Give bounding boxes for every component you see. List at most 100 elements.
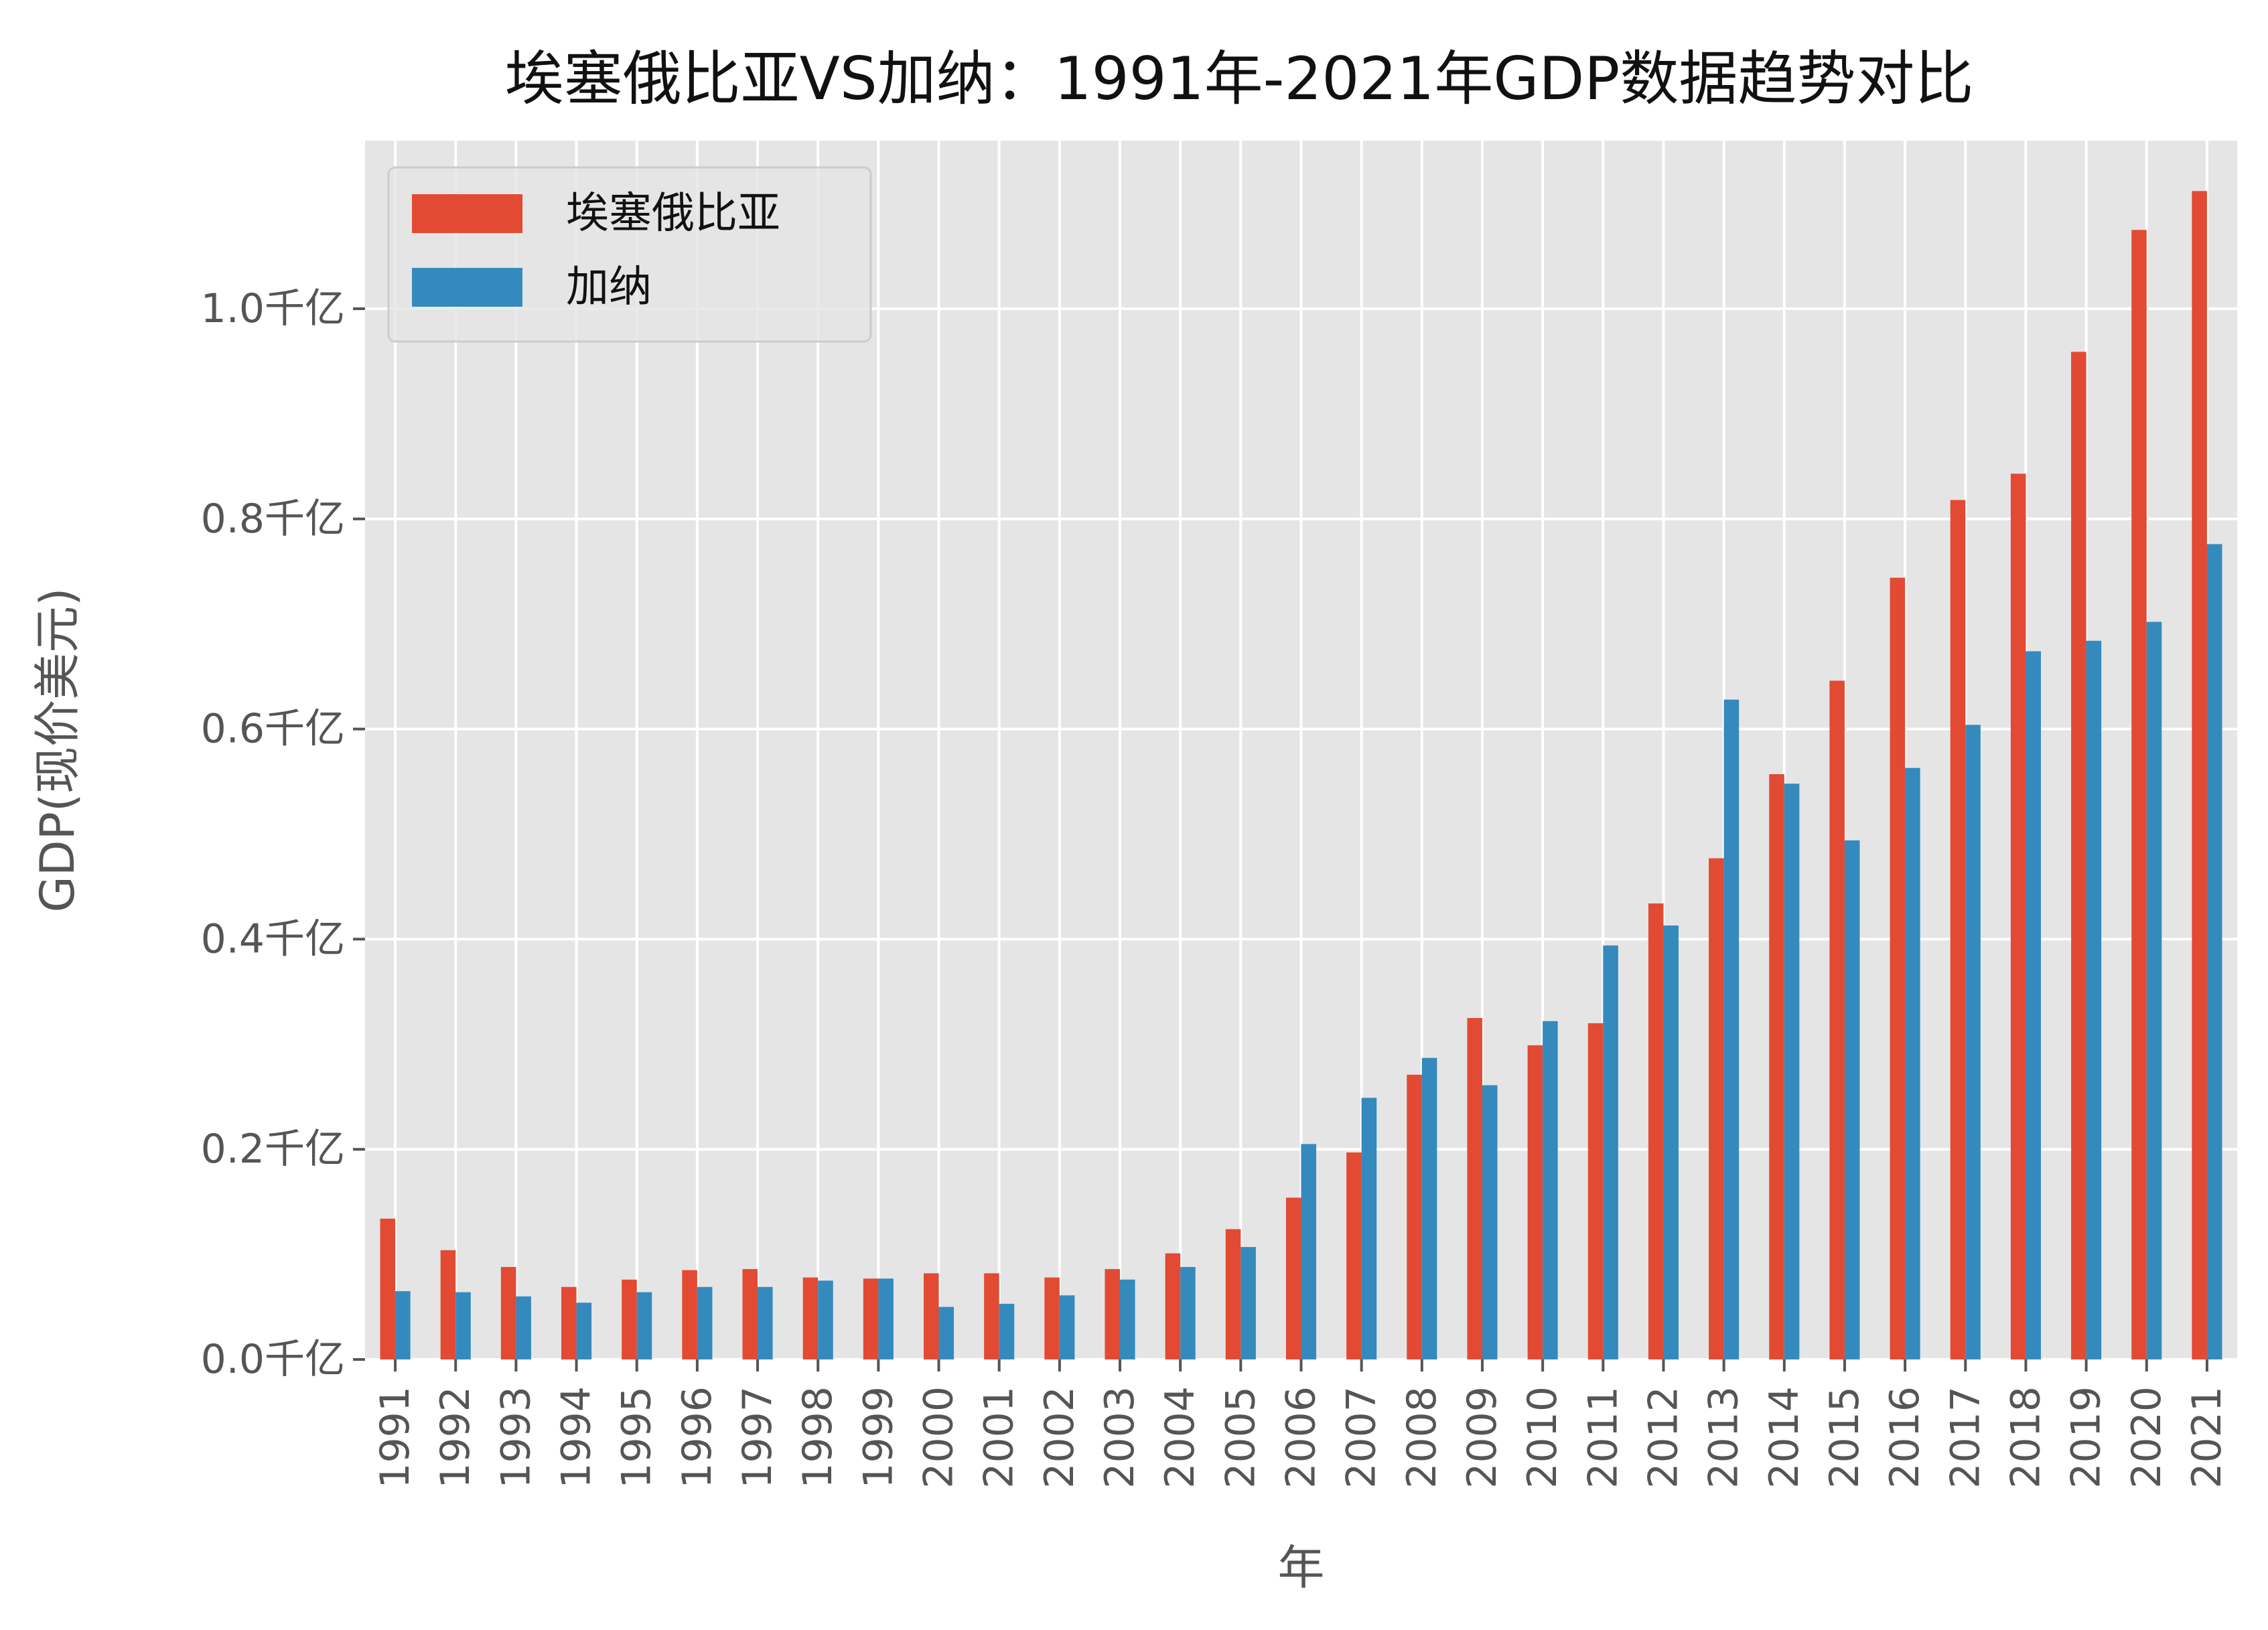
bar-ghana [1723, 699, 1740, 1359]
bar-ghana [938, 1307, 954, 1359]
bar-ethiopia [1527, 1045, 1543, 1359]
x-tick-label: 2011 [1579, 1386, 1626, 1489]
bar-ethiopia [2010, 473, 2026, 1359]
bar-ethiopia [1165, 1253, 1181, 1359]
bar-ethiopia [1467, 1018, 1482, 1359]
x-tick-label: 1996 [674, 1386, 721, 1489]
y-tick-label: 0.2千亿 [201, 1126, 345, 1173]
bar-ghana [1905, 767, 1920, 1359]
x-tick-label: 2007 [1338, 1386, 1385, 1489]
bar-ethiopia [923, 1273, 939, 1359]
y-tick-label: 0.8千亿 [201, 496, 345, 542]
bar-ethiopia [561, 1286, 577, 1359]
x-tick-label: 2012 [1640, 1386, 1687, 1489]
x-tick-label: 2018 [2002, 1386, 2049, 1489]
bar-ethiopia [1709, 858, 1724, 1359]
y-tick-label: 0.6千亿 [201, 706, 345, 753]
x-tick-label: 2002 [1036, 1386, 1083, 1489]
bar-ethiopia [440, 1250, 456, 1359]
legend-label: 加纳 [566, 263, 652, 312]
bar-ghana [878, 1278, 894, 1359]
legend-label: 埃塞俄比亚 [566, 189, 780, 238]
bar-ethiopia [380, 1218, 396, 1359]
y-axis-label: GDP(现价美元) [30, 588, 85, 913]
bar-ghana [1180, 1266, 1196, 1359]
bar-ghana [636, 1292, 652, 1359]
x-tick-label: 1995 [614, 1386, 660, 1489]
bar-ghana [1241, 1247, 1256, 1359]
axes: 0.0千亿 0.2千亿 0.4千亿 0.6千亿 0.8千亿 1.0千亿 1991 1992 19… [201, 285, 2230, 1489]
bar-ethiopia [1105, 1269, 1121, 1359]
chart-title: 埃塞俄比亚VS加纳：1991年-2021年GDP数据趋势对比 [505, 44, 1974, 113]
y-tick-label: 1.0千亿 [201, 285, 345, 332]
bar-ghana [576, 1303, 592, 1359]
bar-ethiopia [1648, 903, 1664, 1359]
x-axis-label: 年 [1278, 1540, 1325, 1595]
bar-ghana [2206, 544, 2222, 1359]
bar-ethiopia [1346, 1152, 1362, 1359]
bar-ethiopia [1950, 500, 1966, 1359]
bar-ghana [1844, 840, 1860, 1359]
x-tick-label: 1997 [734, 1386, 781, 1489]
bar-ethiopia [682, 1270, 697, 1359]
x-tick-label: 1993 [492, 1386, 539, 1489]
x-tick-label: 2019 [2063, 1386, 2110, 1489]
bar-ghana [1603, 945, 1618, 1359]
bar-ethiopia [1407, 1074, 1422, 1359]
bar-ghana [1482, 1085, 1498, 1359]
x-tick-label: 1991 [372, 1386, 419, 1489]
x-tick-label: 2006 [1278, 1386, 1325, 1489]
x-tick-label: 2000 [916, 1386, 963, 1489]
bar-ethiopia [622, 1279, 637, 1359]
x-tick-label: 2013 [1701, 1386, 1748, 1489]
x-tick-label: 2021 [2184, 1386, 2230, 1489]
bar-ethiopia [863, 1278, 879, 1359]
x-tick-label: 2010 [1519, 1386, 1566, 1489]
legend-swatch [412, 268, 522, 307]
bar-ghana [758, 1286, 773, 1359]
bar-ghana [2086, 640, 2102, 1359]
bar-ethiopia [1829, 680, 1845, 1359]
x-tick-label: 2001 [976, 1386, 1023, 1489]
bar-ghana [1543, 1021, 1558, 1359]
x-tick-label: 2014 [1761, 1386, 1808, 1489]
bar-ghana [1421, 1057, 1437, 1359]
x-tick-label: 1999 [855, 1386, 902, 1489]
x-tick-label: 2020 [2123, 1386, 2170, 1489]
x-tick-label: 2015 [1821, 1386, 1868, 1489]
legend-swatch [412, 194, 522, 233]
bar-ghana [1059, 1295, 1075, 1359]
bar-ethiopia [1285, 1197, 1301, 1359]
x-tick-label: 2017 [1942, 1386, 1989, 1489]
bar-ethiopia [984, 1273, 999, 1359]
bar-ethiopia [742, 1269, 758, 1359]
bar-ghana [2026, 651, 2041, 1359]
bar-ghana [1120, 1279, 1135, 1359]
bar-ethiopia [1587, 1023, 1604, 1359]
bar-ghana [1301, 1144, 1317, 1359]
y-tick-label: 0.0千亿 [201, 1336, 345, 1383]
x-tick-label: 2004 [1157, 1386, 1204, 1489]
bar-ghana [1784, 784, 1800, 1359]
bar-ethiopia [1890, 577, 1906, 1359]
bar-ghana [455, 1292, 471, 1359]
bar-ghana [1361, 1098, 1377, 1359]
y-tick-label: 0.4千亿 [201, 915, 345, 962]
bar-ghana [1663, 925, 1679, 1359]
bar-ghana [697, 1286, 713, 1359]
x-tick-label: 1994 [553, 1386, 600, 1489]
bar-ghana [2146, 621, 2162, 1359]
bar-ghana [818, 1280, 833, 1359]
bar-ghana [1965, 725, 1981, 1359]
bar-ethiopia [802, 1277, 819, 1359]
x-tick-label: 2016 [1882, 1386, 1928, 1489]
bar-ethiopia [500, 1266, 516, 1359]
x-tick-label: 1992 [432, 1386, 479, 1489]
bar-ghana [516, 1296, 531, 1359]
bar-ethiopia [1225, 1229, 1241, 1359]
bar-ethiopia [1044, 1277, 1060, 1359]
bar-ghana [395, 1291, 411, 1359]
